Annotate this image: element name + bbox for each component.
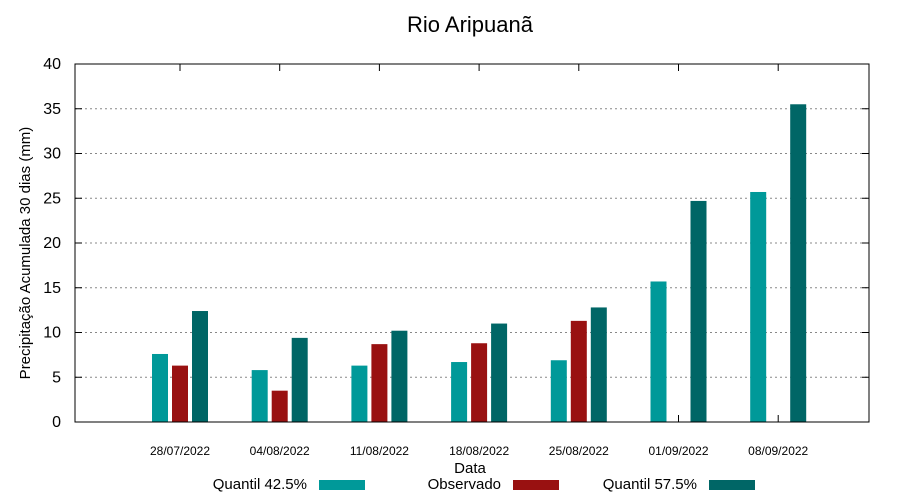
- bar-quantil-57-5--6: [790, 104, 807, 423]
- y-axis-ticks: 0 5 10 15 20 25 30 35 40: [43, 56, 869, 431]
- y-axis-label: Precipitação Acumulada 30 dias (mm): [17, 127, 34, 380]
- legend-label: Observado: [428, 476, 501, 493]
- legend-swatch: [319, 480, 365, 490]
- bar-quantil-42-5--2: [351, 365, 368, 422]
- legend-label: Quantil 42.5%: [213, 476, 307, 493]
- legend-label: Quantil 57.5%: [603, 476, 697, 493]
- bar-quantil-57-5--0: [192, 311, 208, 422]
- grid-lines: [75, 108, 869, 378]
- x-tick-label: 28/07/2022: [150, 444, 210, 458]
- bar-observado-1: [271, 390, 288, 422]
- bars: [152, 104, 807, 423]
- y-tick-label: 10: [43, 325, 61, 342]
- x-tick-label: 01/09/2022: [648, 444, 708, 458]
- y-tick-label: 25: [43, 190, 61, 207]
- y-tick-label: 5: [52, 369, 61, 386]
- bar-quantil-57-5--5: [690, 200, 707, 422]
- bar-quantil-57-5--2: [391, 330, 408, 422]
- bar-observado-2: [371, 344, 388, 422]
- y-tick-label: 0: [52, 414, 61, 431]
- chart-title: Rio Aripuanã: [407, 12, 534, 37]
- legend-swatch: [709, 480, 755, 490]
- x-tick-label: 18/08/2022: [449, 444, 509, 458]
- x-axis-ticks: 28/07/2022 04/08/2022 11/08/2022 18/08/2022…: [150, 64, 809, 458]
- plot-frame: [74, 63, 870, 423]
- legend-swatch: [513, 480, 559, 490]
- x-tick-label: 04/08/2022: [250, 444, 310, 458]
- bar-quantil-42-5--5: [650, 281, 667, 422]
- y-tick-label: 30: [43, 146, 61, 163]
- bar-quantil-42-5--6: [750, 191, 767, 422]
- bar-quantil-42-5--0: [152, 353, 168, 422]
- bar-quantil-57-5--3: [491, 323, 508, 422]
- bar-observado-3: [471, 343, 488, 422]
- bar-quantil-57-5--1: [291, 337, 308, 422]
- x-tick-label: 11/08/2022: [350, 444, 409, 458]
- bar-observado-0: [172, 365, 188, 422]
- legend: Quantil 42.5% Observado Quantil 57.5%: [213, 476, 755, 493]
- x-axis-label: Data: [454, 460, 486, 477]
- x-tick-label: 08/09/2022: [748, 444, 808, 458]
- y-tick-label: 15: [43, 280, 61, 297]
- x-tick-label: 25/08/2022: [549, 444, 609, 458]
- y-tick-label: 20: [43, 235, 61, 252]
- y-tick-label: 40: [43, 56, 61, 73]
- bar-quantil-42-5--4: [550, 360, 567, 422]
- bar-observado-4: [570, 320, 587, 422]
- bar-quantil-42-5--1: [251, 370, 268, 422]
- y-tick-label: 35: [43, 101, 61, 118]
- bar-quantil-57-5--4: [590, 307, 607, 422]
- bar-quantil-42-5--3: [451, 362, 468, 422]
